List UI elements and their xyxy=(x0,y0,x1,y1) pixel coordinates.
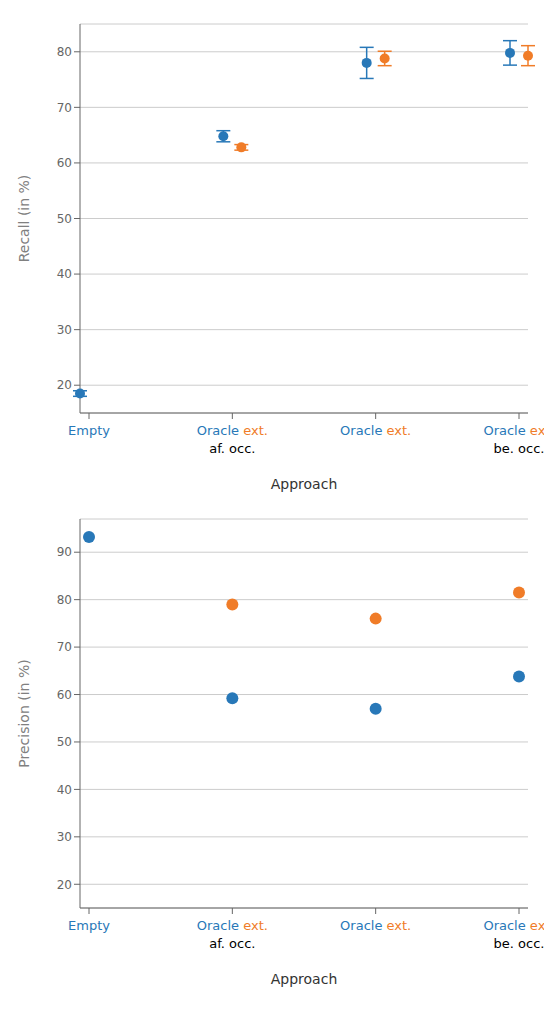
svg-text:Oracle ext.: Oracle ext. xyxy=(483,918,544,933)
svg-text:20: 20 xyxy=(57,378,72,392)
svg-text:af. occ.: af. occ. xyxy=(209,936,255,951)
svg-text:Oracle ext.: Oracle ext. xyxy=(340,918,411,933)
svg-text:50: 50 xyxy=(57,735,72,749)
svg-text:be. occ.: be. occ. xyxy=(494,441,544,456)
svg-text:Empty: Empty xyxy=(68,918,110,933)
svg-text:80: 80 xyxy=(57,593,72,607)
svg-text:70: 70 xyxy=(57,640,72,654)
svg-text:40: 40 xyxy=(57,267,72,281)
svg-text:80: 80 xyxy=(57,45,72,59)
svg-text:Empty: Empty xyxy=(68,423,110,438)
svg-text:20: 20 xyxy=(57,878,72,892)
svg-text:Oracle ext.: Oracle ext. xyxy=(340,423,411,438)
svg-text:af. occ.: af. occ. xyxy=(209,441,255,456)
svg-text:be. occ.: be. occ. xyxy=(494,936,544,951)
svg-text:60: 60 xyxy=(57,156,72,170)
svg-text:Recall (in %): Recall (in %) xyxy=(16,175,32,263)
svg-text:30: 30 xyxy=(57,323,72,337)
svg-text:Approach: Approach xyxy=(271,971,338,987)
svg-text:Oracle ext.: Oracle ext. xyxy=(197,918,268,933)
svg-text:90: 90 xyxy=(57,545,72,559)
svg-text:50: 50 xyxy=(57,212,72,226)
svg-text:60: 60 xyxy=(57,688,72,702)
svg-text:Oracle ext.: Oracle ext. xyxy=(483,423,544,438)
svg-text:40: 40 xyxy=(57,783,72,797)
svg-text:70: 70 xyxy=(57,101,72,115)
svg-text:Precision (in %): Precision (in %) xyxy=(16,659,32,767)
svg-text:30: 30 xyxy=(57,830,72,844)
svg-text:Oracle ext.: Oracle ext. xyxy=(197,423,268,438)
svg-text:Approach: Approach xyxy=(271,476,338,492)
